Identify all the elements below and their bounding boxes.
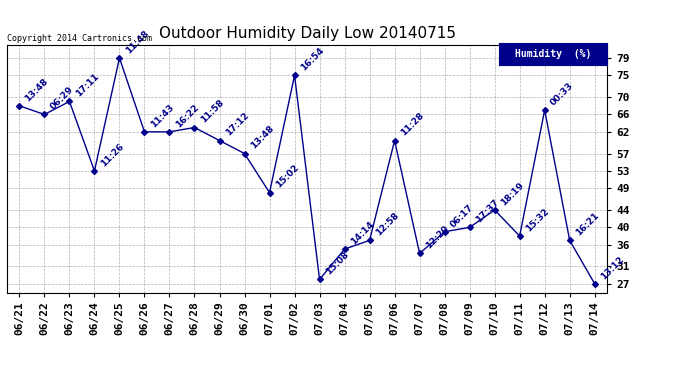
Text: 12:58: 12:58 — [374, 211, 400, 238]
Text: Copyright 2014 Cartronics.com: Copyright 2014 Cartronics.com — [7, 33, 152, 42]
Text: 13:12: 13:12 — [599, 254, 625, 281]
Text: 15:02: 15:02 — [274, 164, 300, 190]
Text: 11:43: 11:43 — [148, 102, 175, 129]
Text: 16:54: 16:54 — [299, 46, 326, 73]
Text: 06:17: 06:17 — [448, 202, 475, 229]
Text: 18:19: 18:19 — [499, 180, 526, 207]
Text: 11:48: 11:48 — [124, 28, 150, 55]
Text: 11:28: 11:28 — [399, 111, 425, 138]
Text: 16:21: 16:21 — [574, 211, 600, 238]
Text: 17:11: 17:11 — [74, 72, 100, 99]
Text: 13:48: 13:48 — [23, 76, 50, 103]
Text: 15:32: 15:32 — [524, 207, 551, 233]
Text: 06:29: 06:29 — [48, 85, 75, 112]
Text: 14:14: 14:14 — [348, 219, 375, 246]
Text: 00:33: 00:33 — [549, 81, 575, 107]
Text: 12:20: 12:20 — [424, 224, 451, 251]
Text: 15:08: 15:08 — [324, 250, 351, 277]
Text: 11:58: 11:58 — [199, 98, 225, 125]
Text: 13:48: 13:48 — [248, 124, 275, 151]
Text: 16:22: 16:22 — [174, 102, 200, 129]
Text: 11:26: 11:26 — [99, 141, 125, 168]
Title: Outdoor Humidity Daily Low 20140715: Outdoor Humidity Daily Low 20140715 — [159, 26, 455, 41]
Text: 17:12: 17:12 — [224, 111, 250, 138]
Text: 17:37: 17:37 — [474, 198, 500, 225]
